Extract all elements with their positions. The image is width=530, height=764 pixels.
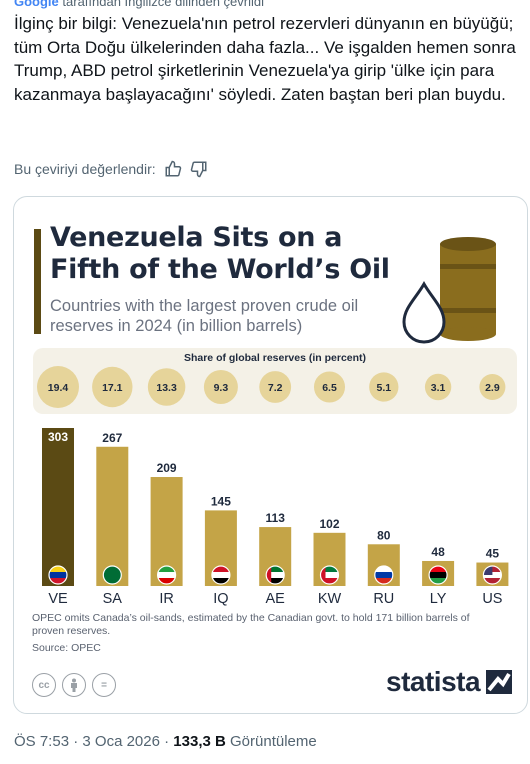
share-label: 7.2 [268, 382, 283, 394]
no-derivatives-icon[interactable]: = [92, 673, 116, 697]
statista-wordmark: statista [386, 666, 481, 697]
statista-logo[interactable]: statista [386, 666, 513, 698]
google-label: Google [14, 0, 59, 9]
share-bubble [147, 368, 186, 406]
thumbs-down-icon[interactable] [190, 160, 208, 178]
share-bubble [92, 366, 133, 408]
category-label: VE [48, 591, 68, 607]
share-bubble [479, 373, 506, 401]
category-label: KW [318, 591, 342, 607]
share-bubble [259, 371, 292, 403]
bar-value-label: 45 [486, 547, 500, 561]
chart-subtitle: Countries with the largest proven crude … [50, 297, 359, 335]
share-bubble [369, 372, 399, 402]
flag-saudi-arabia-icon [102, 565, 122, 585]
tweet-date[interactable]: 3 Oca 2026 [82, 733, 160, 750]
share-label: 19.4 [48, 382, 69, 394]
flag-libya-icon [428, 565, 448, 585]
tweet-time[interactable]: ÖS 7:53 [14, 733, 70, 750]
tweet-text: İlginç bir bilgi: Venezuela'nın petrol r… [14, 14, 516, 104]
flag-iran-icon [157, 565, 177, 585]
share-label: 17.1 [102, 382, 123, 394]
license-icons: cc = [32, 673, 116, 697]
meta-separator: · [164, 733, 170, 750]
category-label: SA [103, 591, 123, 607]
title-accent-bar [34, 229, 41, 334]
statista-logo-mark-icon [486, 670, 513, 694]
attribution-icon[interactable] [62, 673, 86, 697]
tweet-meta: ÖS 7:53 · 3 Oca 2026 · 133,3 B Görüntüle… [14, 733, 317, 750]
flag-uae-icon [265, 565, 285, 585]
share-title: Share of global reserves (in percent) [183, 352, 367, 364]
bar-value-label: 80 [377, 528, 391, 542]
translation-attribution-text: tarafından İngilizce dilinden çevrildi [58, 0, 265, 9]
flag-russia-icon [374, 565, 394, 585]
bar [96, 446, 129, 586]
bar-value-label: 145 [211, 494, 231, 508]
flag-iraq-icon [211, 565, 231, 585]
bar [42, 428, 74, 586]
chart-source: Source: OPEC [32, 642, 101, 654]
share-label: 9.3 [214, 382, 229, 394]
rate-translation-row: Bu çeviriyi değerlendir: [14, 160, 208, 178]
share-label: 6.5 [322, 382, 337, 394]
bar-value-label: 267 [102, 431, 122, 445]
share-label: 5.1 [376, 382, 391, 394]
bar-value-label: 209 [157, 461, 177, 475]
chart-title: Venezuela Sits on a Fifth of the World’s… [50, 222, 390, 285]
category-label: AE [266, 591, 286, 607]
views-count: 133,3 B [173, 733, 226, 750]
rate-translation-label: Bu çeviriyi değerlendir: [14, 161, 156, 177]
share-bubble [424, 373, 452, 401]
bar-value-label: 48 [431, 545, 445, 559]
creative-commons-icon[interactable]: cc [32, 673, 56, 697]
category-label: US [482, 591, 502, 607]
category-label: LY [430, 591, 447, 607]
thumbs-up-icon[interactable] [164, 160, 182, 178]
chart-footnote: OPEC omits Canada’s oil-sands, estimated… [32, 612, 470, 637]
category-label: IQ [213, 591, 228, 607]
category-label: IR [159, 591, 174, 607]
views-label: Görüntüleme [230, 733, 317, 750]
bar-value-label: 303 [48, 430, 68, 444]
share-label: 3.1 [431, 382, 446, 394]
category-label: RU [373, 591, 394, 607]
meta-separator: · [73, 733, 79, 750]
bar-value-label: 102 [319, 517, 339, 531]
share-label: 2.9 [485, 382, 500, 394]
share-label: 13.3 [156, 382, 177, 394]
share-bubble [313, 371, 346, 403]
translation-attribution: Google tarafından İngilizce dilinden çev… [14, 0, 264, 9]
bar-value-label: 113 [266, 511, 286, 525]
flag-usa-icon [482, 565, 502, 585]
oil-barrel-icon [402, 237, 496, 344]
share-bubble [37, 366, 79, 408]
share-bubble [203, 369, 238, 405]
flag-venezuela-icon [48, 565, 68, 585]
flag-kuwait-icon [319, 565, 340, 585]
